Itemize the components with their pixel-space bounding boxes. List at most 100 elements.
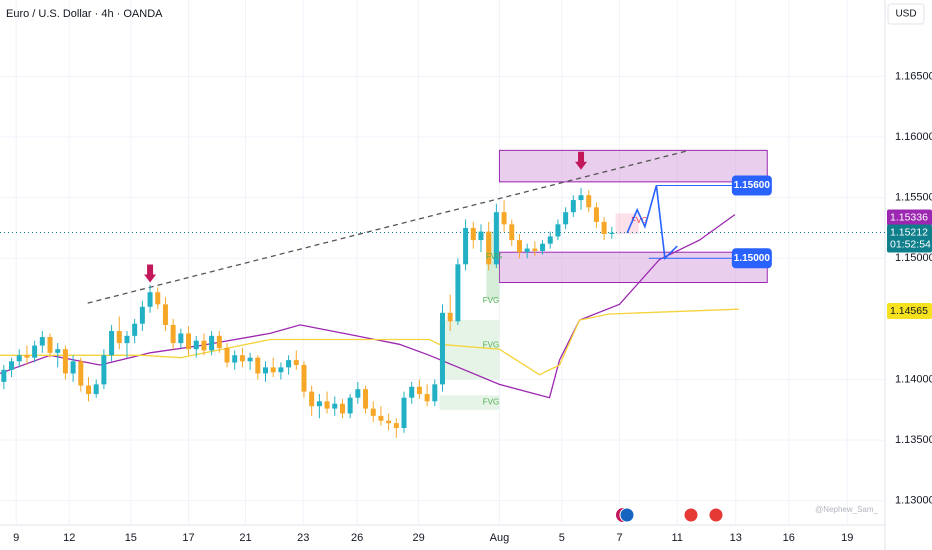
- candle-body: [447, 312, 453, 322]
- event-icons: [616, 507, 724, 523]
- candle-body: [186, 333, 192, 350]
- candle-body: [501, 212, 507, 225]
- event-icon: [708, 507, 724, 523]
- price-badge: [887, 209, 932, 226]
- candle-body: [224, 347, 230, 363]
- candle-body: [9, 361, 15, 370]
- y-tick-label: 1.16000: [895, 131, 932, 143]
- candle-body: [16, 355, 22, 362]
- candle-body: [470, 227, 476, 241]
- candle-body: [24, 355, 30, 358]
- event-icon: [619, 507, 635, 523]
- event-icon: [683, 507, 699, 523]
- candle-body: [363, 389, 369, 409]
- candle-body: [147, 292, 153, 307]
- zone: [498, 251, 768, 284]
- candle-body: [124, 335, 130, 344]
- x-tick-label: 9: [13, 532, 19, 544]
- candle-body: [101, 355, 107, 385]
- x-tick-label: 29: [413, 532, 425, 544]
- watermark: @Nephew_Sam_: [815, 505, 878, 514]
- y-tick-label: 1.15000: [895, 252, 932, 264]
- price-countdown: 01:52:54: [890, 238, 931, 250]
- level-label: 1.15600: [734, 180, 771, 191]
- candle-body: [516, 240, 522, 253]
- arrow-marker: [575, 151, 588, 170]
- x-tick-label: 13: [730, 532, 742, 544]
- x-tick-label: 19: [841, 532, 853, 544]
- candle-body: [55, 349, 61, 353]
- x-tick-label: 16: [783, 532, 795, 544]
- currency-button[interactable]: [887, 3, 925, 25]
- candle-body: [286, 360, 292, 368]
- candle-body: [1, 369, 7, 382]
- level-label: 1.15000: [734, 253, 771, 264]
- fvg-label: FVG: [631, 216, 647, 225]
- candle-body: [201, 340, 207, 351]
- y-tick-label: 1.14000: [895, 373, 932, 385]
- candle-body: [232, 355, 238, 363]
- candle-body: [339, 403, 345, 414]
- zone: [439, 320, 500, 380]
- candle-body: [132, 323, 138, 336]
- zone: [439, 395, 500, 410]
- candle-body: [255, 357, 261, 374]
- candle-body: [116, 331, 122, 344]
- candle-body: [586, 195, 592, 208]
- candle-body: [301, 364, 307, 392]
- candle-body: [47, 337, 53, 353]
- arrow-marker: [144, 264, 157, 283]
- candle-body: [355, 389, 361, 398]
- candle-body: [316, 401, 322, 407]
- x-tick-label: 5: [559, 532, 565, 544]
- fvg-label: FVG: [483, 296, 499, 305]
- candle-body: [139, 306, 145, 324]
- chart-title: Euro / U.S. Dollar · 4h · OANDA: [6, 8, 163, 20]
- y-tick-label: 1.13500: [895, 434, 932, 446]
- candle-body: [540, 243, 546, 251]
- candle-body: [324, 401, 330, 409]
- candle-body: [278, 367, 284, 373]
- candle-body: [424, 394, 430, 402]
- fvg-label: FVG: [483, 341, 499, 350]
- candle-body: [216, 335, 222, 348]
- candle-body: [401, 397, 407, 429]
- level-badge: [731, 175, 772, 196]
- candle-body: [309, 391, 315, 407]
- candle-body: [509, 224, 515, 241]
- x-tick-label: 12: [63, 532, 75, 544]
- candle-body: [455, 264, 461, 322]
- currency[interactable]: USD: [895, 9, 916, 20]
- candle-body: [370, 408, 376, 416]
- candle-body: [293, 360, 299, 365]
- candle-body: [78, 361, 84, 386]
- candle-body: [547, 236, 553, 244]
- candle-body: [162, 304, 168, 325]
- price-label: 1.15336: [890, 211, 928, 223]
- candle-body: [170, 324, 176, 344]
- candle-body: [532, 248, 538, 251]
- candle-body: [332, 403, 338, 409]
- y-tick-label: 1.16500: [895, 70, 932, 82]
- candle-body: [463, 227, 469, 265]
- candle-body: [570, 200, 576, 213]
- candle-body: [270, 367, 276, 373]
- candle-body: [386, 420, 392, 424]
- price-badge: [887, 224, 932, 253]
- candle-body: [439, 312, 446, 385]
- candle-body: [209, 335, 215, 351]
- candle-body: [62, 349, 68, 374]
- fvg-label: FVG: [486, 252, 502, 261]
- projection: [626, 185, 678, 261]
- plot: FVG FVG FVG FVG FVG 1.15600 1.15000: [0, 0, 885, 525]
- trendline: [87, 149, 690, 304]
- zone: [498, 149, 768, 183]
- candle-body: [432, 384, 438, 402]
- candle-body: [416, 386, 422, 395]
- candle-body: [247, 357, 253, 362]
- x-tick-label: Aug: [490, 532, 510, 544]
- x-tick-label: 21: [239, 532, 251, 544]
- candle-body: [524, 248, 530, 253]
- candle-body: [32, 345, 38, 358]
